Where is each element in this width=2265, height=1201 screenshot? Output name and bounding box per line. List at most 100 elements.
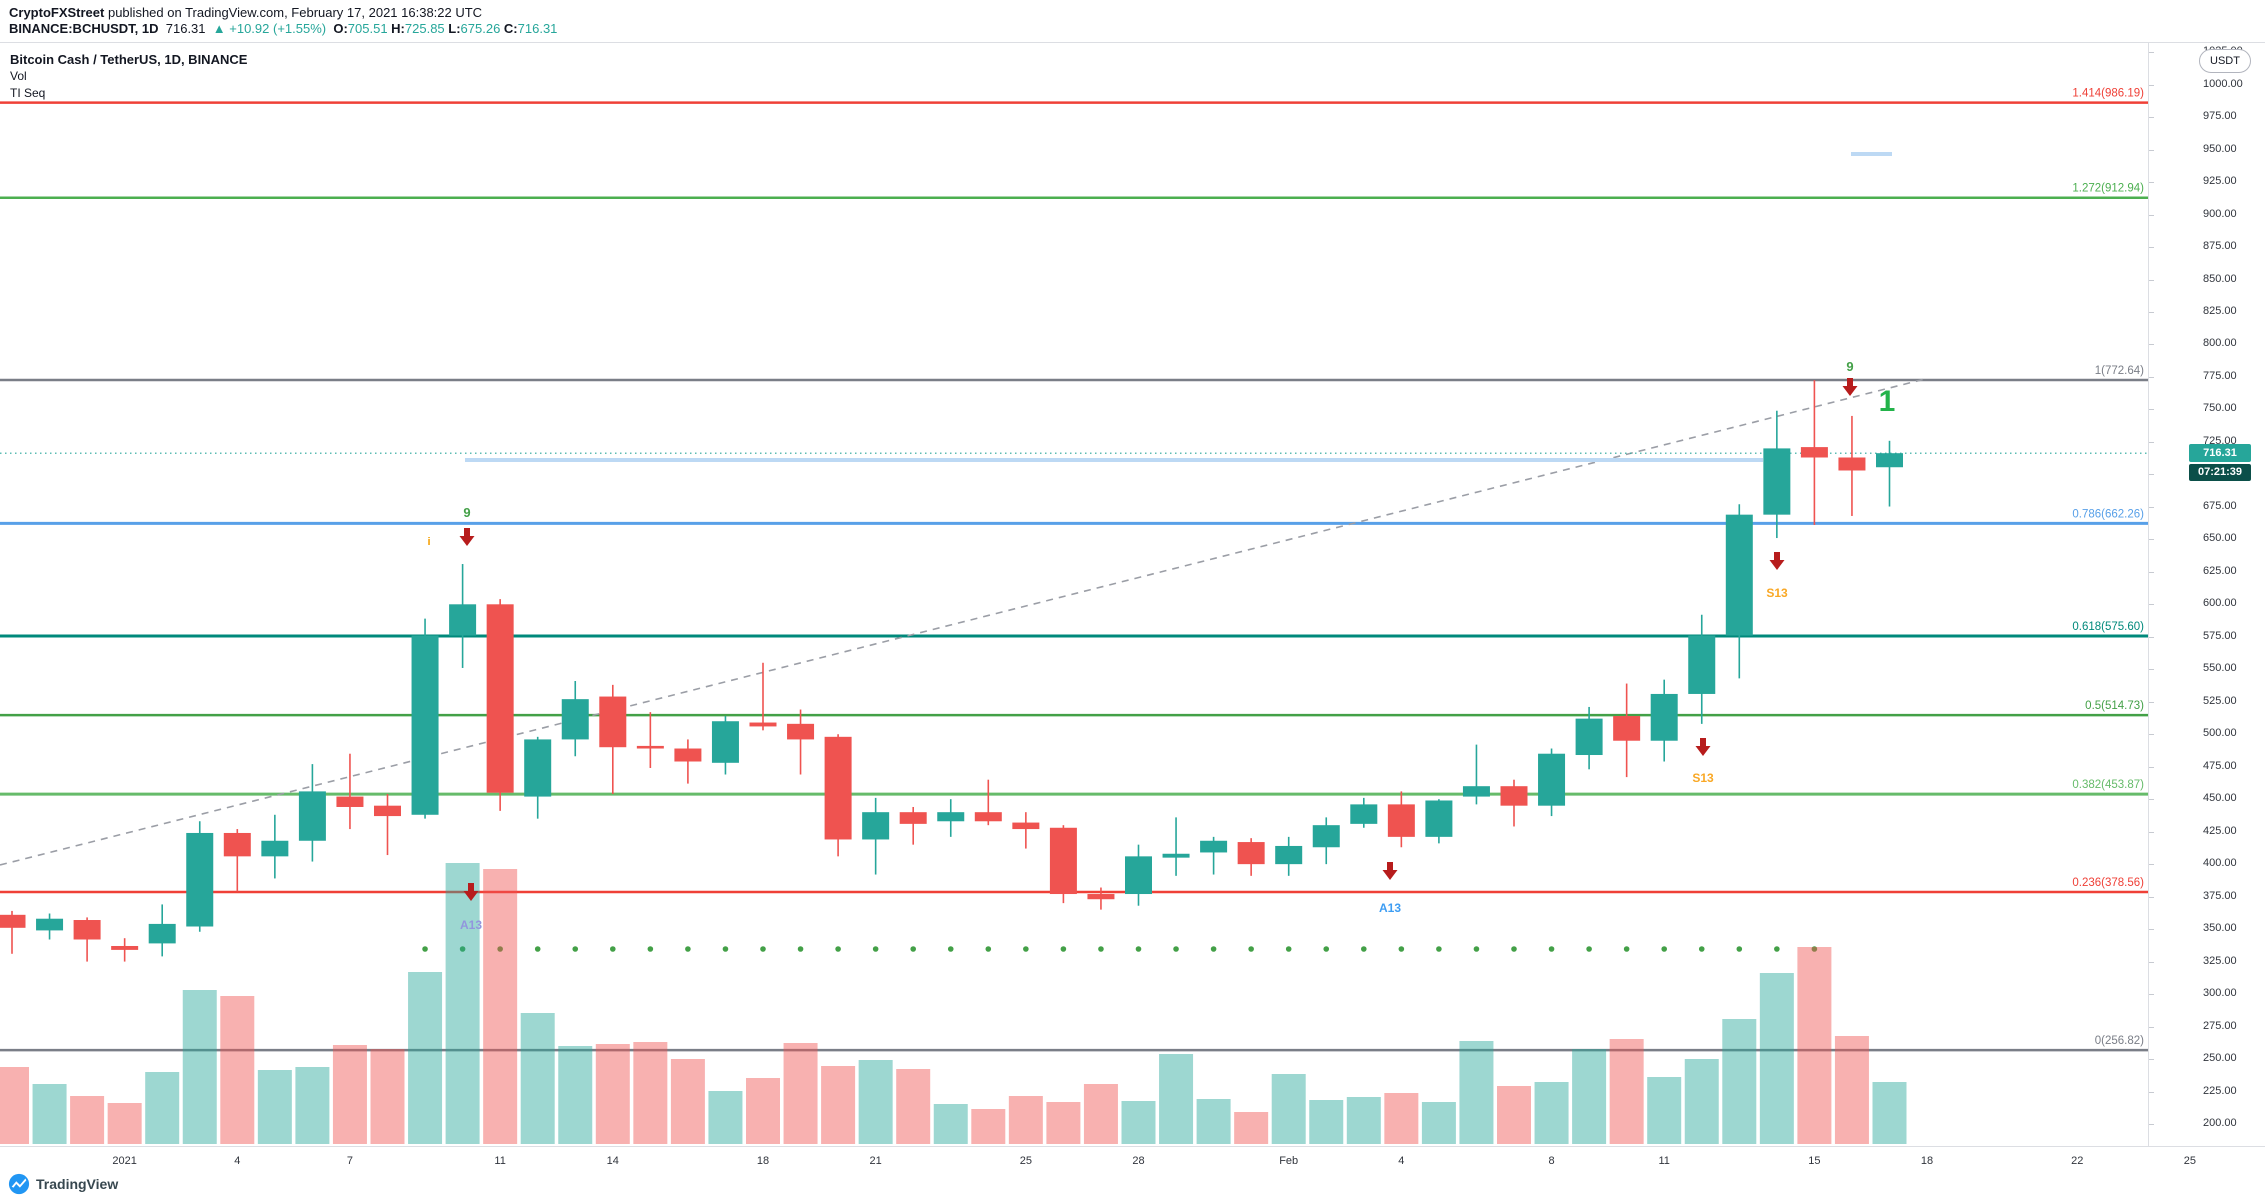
price-axis-label: 200.00 [2149,1117,2265,1131]
sell-arrow-icon [1695,738,1711,756]
price-axis-label: 525.00 [2149,695,2265,709]
time-axis-label: 18 [756,1155,770,1167]
candle-Feb-3 [1350,804,1378,824]
fib-label: 0(256.82) [2095,1035,2144,1047]
volume-bar [1759,973,1794,1144]
candle-Feb-13 [1725,514,1753,636]
legend-indicator-vol[interactable]: Vol [10,69,27,83]
time-axis-label: 22 [2071,1155,2084,1167]
publish-info: published on TradingView.com, February 1… [104,5,483,20]
fib-label: 0.382(453.87) [2072,779,2144,791]
tiseq-dot [1511,946,1517,952]
volume-bar [821,1066,856,1144]
candle-Jan-12 [524,739,552,797]
fib-label: 1.414(986.19) [2072,88,2144,100]
candle-Jan-5 [261,840,289,857]
price-axis-label: 725.00 [2149,435,2265,449]
price-axis-label: 750.00 [2149,402,2265,416]
candle-Jan-8 [374,805,401,817]
tiseq-dot [910,946,916,952]
time-axis-label: 15 [1808,1155,1821,1167]
currency-toggle-button[interactable]: USDT [2199,49,2251,73]
volume-bar [1684,1059,1719,1144]
volume-bar [1083,1084,1118,1144]
volume-bar [370,1049,405,1144]
candle-Feb-15 [1800,447,1828,458]
tiseq-dot [1548,946,1555,952]
candle-Dec-29 [0,914,26,928]
time-axis-label: 11 [1658,1155,1670,1167]
tradingview-logo[interactable]: TradingView [8,1172,118,1196]
last-price-badge: 716.31 [2189,444,2251,462]
candle-Jan-22 [899,812,927,824]
author-name: CryptoFXStreet [9,5,105,20]
price-axis-label: 225.00 [2149,1085,2265,1099]
price-axis-label: 475.00 [2149,760,2265,774]
volume-bar [0,1067,29,1144]
tiseq-dot [1323,946,1330,952]
legend-indicator-tiseq[interactable]: TI Seq [10,86,46,100]
tradingview-logo-icon [8,1173,30,1195]
fib-label: 0.5(514.73) [2085,700,2144,712]
volume-bar [670,1059,705,1144]
seq-marker-s13: S13 [1692,771,1714,785]
time-axis-label: Feb [1279,1155,1299,1167]
legend-title[interactable]: Bitcoin Cash / TetherUS, 1D, BINANCE [10,52,248,67]
symbol-name[interactable]: BINANCE:BCHUSDT, 1D [9,21,159,36]
volume-bar [1196,1099,1231,1144]
tiseq-dot [1736,946,1743,952]
bar-countdown: 07:21:39 [2189,464,2251,481]
price-axis-label: 300.00 [2149,987,2265,1001]
volume-bar [1609,1039,1644,1144]
candle-Feb-2 [1312,825,1340,848]
volume-bar [783,1043,818,1144]
price-axis-label: 575.00 [2149,630,2265,644]
sell-arrow-icon [1769,552,1785,570]
tiseq-dot [1473,946,1480,952]
trendline[interactable] [0,378,1926,866]
seq-marker-a13: A13 [460,918,482,932]
candle-Jan-27 [1087,894,1115,900]
time-axis-label: 28 [1132,1155,1145,1167]
tiseq-dot [1098,946,1104,952]
candle-Feb-10 [1613,716,1641,741]
candle-Jan-15 [636,745,664,749]
volume-bar [971,1109,1006,1144]
seq-marker-i: i [427,536,430,548]
time-axis[interactable]: 2021 4 7 11 14 18 21 25 28 Feb 4 8 11 15 18 22 25 [0,1146,2265,1183]
seq-marker-1: 1 [1879,385,1896,418]
price-axis-label: 550.00 [2149,662,2265,676]
chart-canvas[interactable]: 1.414(986.19) 1.272(912.94) 1(772.64) 0.786… [0,43,2148,1146]
volume-bar [1572,1049,1607,1144]
publish-line: CryptoFXStreet published on TradingView.… [9,5,482,20]
time-axis-label: 2021 [112,1155,137,1167]
price-axis[interactable]: 1025.001000.00975.00950.00925.00900.0087… [2148,43,2265,1146]
tradingview-logo-text: TradingView [36,1176,119,1192]
candle-Feb-16 [1838,457,1866,471]
ohlc-value: 705.51 [347,21,392,36]
candle-Jan-10 [449,604,477,636]
volume-bar [145,1072,180,1144]
price-axis-label: 775.00 [2149,370,2265,384]
fib-label: 1.272(912.94) [2072,183,2144,195]
chart-legend: Bitcoin Cash / TetherUS, 1D, BINANCE Vol… [10,51,247,102]
sell-arrow-icon [459,528,475,546]
volume-bar [1121,1101,1156,1144]
tiseq-dot [872,946,879,952]
candle-Jan-25 [1012,822,1040,830]
tiseq-dot [459,946,466,952]
price-axis-label: 850.00 [2149,273,2265,287]
volume-bar [32,1084,67,1144]
chart-panel[interactable]: 1.414(986.19) 1.272(912.94) 1(772.64) 0.786… [0,42,2265,1183]
tiseq-dot [760,946,766,952]
fib-label: 1(772.64) [2095,365,2144,377]
candle-Jan-21 [862,812,890,840]
ohlc-key: L: [448,21,461,36]
volume-bar [858,1060,893,1144]
symbol-line: BINANCE:BCHUSDT, 1D 716.31 ▲ +10.92 (+1.… [9,21,557,36]
tiseq-dot [610,946,616,952]
candle-Feb-6 [1462,786,1490,797]
volume-bar [1797,947,1832,1144]
volume-bar [1421,1102,1456,1144]
volume-bar [1384,1093,1419,1144]
